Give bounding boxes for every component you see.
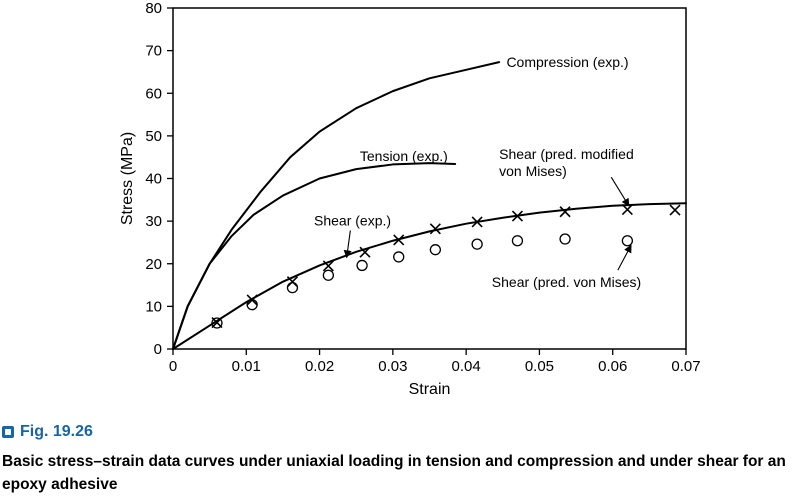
figure-label-text: Fig. 19.26 [20,423,93,440]
annotation-label: Compression (exp.) [506,54,628,70]
stress-strain-chart: 0 0.01 0.02 0.03 0.04 0.05 0.06 0.07 0 10 20 30 40 50… [119,0,701,398]
y-tick-label: 50 [145,128,162,145]
y-tick-label: 70 [145,43,162,60]
x-tick-label: 0.07 [671,358,700,375]
circle-marker-point [621,235,634,247]
x-tick-label: 0.05 [525,358,554,375]
x-tick-label: 0.02 [305,358,334,375]
circle-marker-point [322,269,335,281]
x-marker-point [393,234,405,246]
x-tick-label: 0.06 [598,358,627,375]
y-tick-label: 60 [145,85,162,102]
series-line-compression-exp [172,61,501,350]
x-marker-point [621,204,633,216]
annotation-label: von Mises) [499,163,567,179]
annotation-arrow [343,230,352,259]
circle-marker-point [429,244,442,256]
annotation-label: Shear (pred. von Mises) [492,274,641,290]
circle-marker-point [471,238,483,250]
figure-icon [2,426,14,438]
x-axis-title: Strain [409,381,451,398]
circle-marker-point [393,251,405,263]
annotation-label: Shear (exp.) [314,212,391,228]
annotation-arrow [610,176,630,207]
x-marker-point [511,210,524,222]
circle-marker-point [356,259,368,272]
annotation-label: Shear (pred. modified [499,146,634,162]
circle-marker-point [211,317,223,329]
x-tick-label: 0.03 [378,358,407,375]
circle-marker-point [511,235,524,247]
x-marker-point [322,260,334,272]
x-marker-point [286,276,299,288]
x-marker-point [669,204,681,216]
x-marker-point [359,246,371,258]
annotation-label: Tension (exp.) [360,148,448,164]
x-tick-label: 0.01 [232,358,261,375]
annotation-arrow [617,244,632,271]
series-line-shear-exp [172,202,687,350]
y-tick-label: 20 [145,256,162,273]
figure-caption: Basic stress–strain data curves under un… [2,453,786,493]
x-marker-point [471,216,483,228]
y-tick-label: 80 [145,0,162,17]
y-tick-label: 30 [145,213,162,230]
x-tick-label: 0.04 [452,358,481,375]
series-line-tension-exp [172,162,457,350]
circle-marker-point [286,281,299,294]
circle-marker-point [559,233,571,245]
x-marker-point [429,223,441,235]
y-axis-title: Stress (MPa) [119,132,136,225]
y-tick-label: 10 [145,298,162,315]
figure-label: Fig. 19.26 [2,423,93,441]
x-tick-label: 0 [169,358,177,375]
y-tick-label: 0 [154,341,162,358]
circle-marker-point [246,299,258,311]
x-marker-point [559,206,571,218]
y-tick-label: 40 [145,171,162,188]
